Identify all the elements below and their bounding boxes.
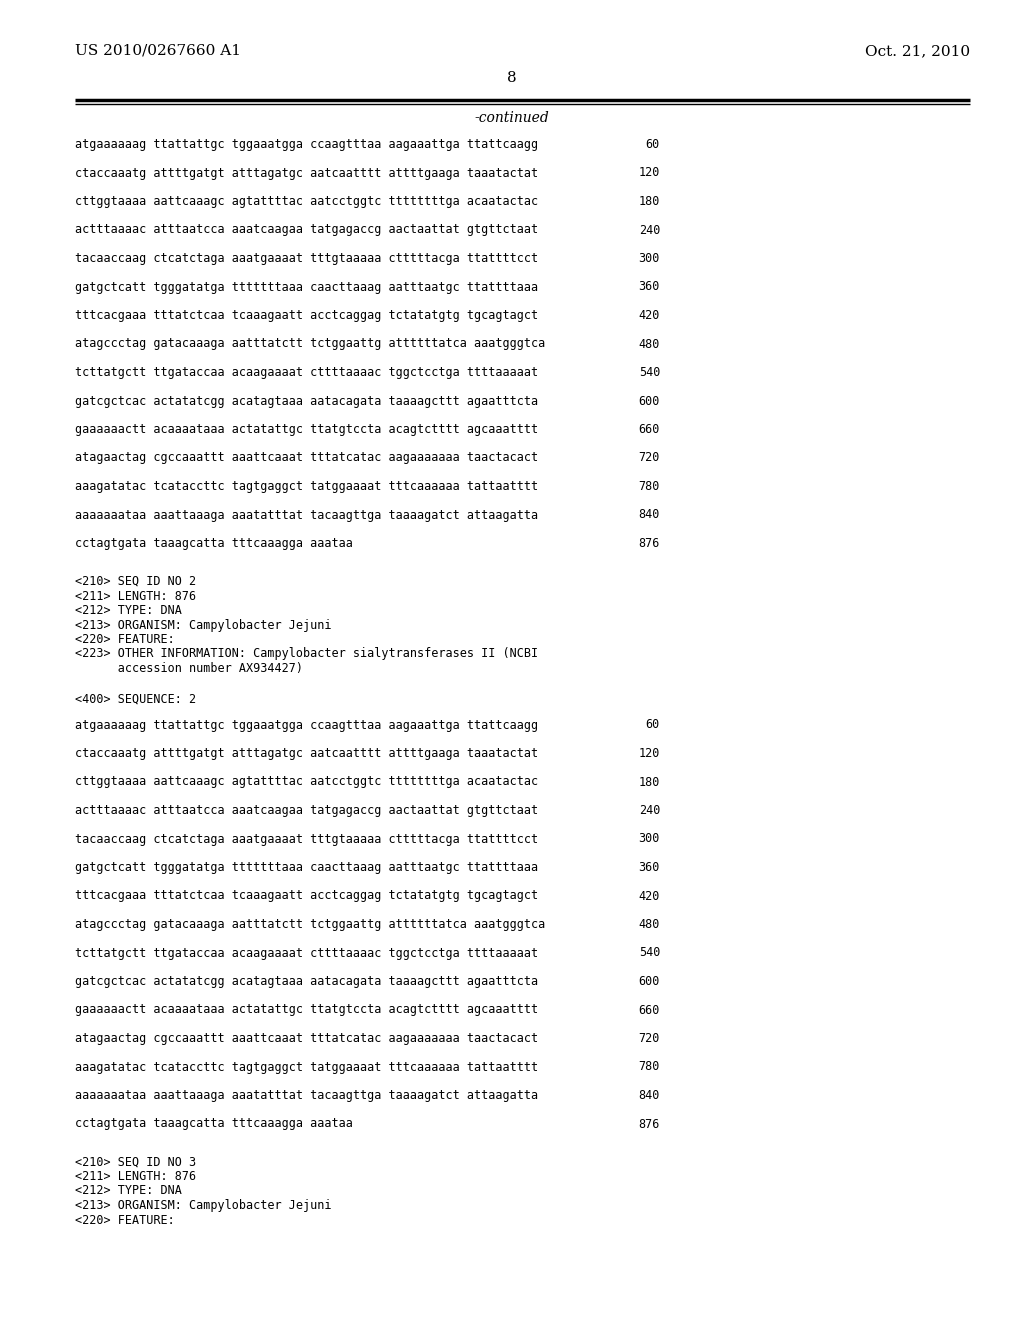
Text: 300: 300 <box>639 833 660 846</box>
Text: tcttatgctt ttgataccaa acaagaaaat cttttaaaac tggctcctga ttttaaaaat: tcttatgctt ttgataccaa acaagaaaat cttttaa… <box>75 366 539 379</box>
Text: Oct. 21, 2010: Oct. 21, 2010 <box>865 44 970 58</box>
Text: gatcgctcac actatatcgg acatagtaaa aatacagata taaaagcttt agaatttcta: gatcgctcac actatatcgg acatagtaaa aatacag… <box>75 975 539 987</box>
Text: aaagatatac tcataccttc tagtgaggct tatggaaaat tttcaaaaaa tattaatttt: aaagatatac tcataccttc tagtgaggct tatggaa… <box>75 480 539 492</box>
Text: cttggtaaaa aattcaaagc agtattttac aatcctggtc ttttttttga acaatactac: cttggtaaaa aattcaaagc agtattttac aatcctg… <box>75 776 539 788</box>
Text: 660: 660 <box>639 422 660 436</box>
Text: <211> LENGTH: 876: <211> LENGTH: 876 <box>75 1170 197 1183</box>
Text: tacaaccaag ctcatctaga aaatgaaaat tttgtaaaaa ctttttacga ttattttcct: tacaaccaag ctcatctaga aaatgaaaat tttgtaa… <box>75 252 539 265</box>
Text: 120: 120 <box>639 747 660 760</box>
Text: 420: 420 <box>639 309 660 322</box>
Text: <212> TYPE: DNA: <212> TYPE: DNA <box>75 605 182 616</box>
Text: atagccctag gatacaaaga aatttatctt tctggaattg attttttatca aaatgggtca: atagccctag gatacaaaga aatttatctt tctggaa… <box>75 917 545 931</box>
Text: 360: 360 <box>639 861 660 874</box>
Text: atagaactag cgccaaattt aaattcaaat tttatcatac aagaaaaaaa taactacact: atagaactag cgccaaattt aaattcaaat tttatca… <box>75 1032 539 1045</box>
Text: 240: 240 <box>639 223 660 236</box>
Text: 540: 540 <box>639 946 660 960</box>
Text: aaaaaaataa aaattaaaga aaatatttat tacaagttga taaaagatct attaagatta: aaaaaaataa aaattaaaga aaatatttat tacaagt… <box>75 1089 539 1102</box>
Text: 660: 660 <box>639 1003 660 1016</box>
Text: accession number AX934427): accession number AX934427) <box>75 663 303 675</box>
Text: gatgctcatt tgggatatga tttttttaaa caacttaaag aatttaatgc ttattttaaa: gatgctcatt tgggatatga tttttttaaa caactta… <box>75 281 539 293</box>
Text: <213> ORGANISM: Campylobacter Jejuni: <213> ORGANISM: Campylobacter Jejuni <box>75 1199 332 1212</box>
Text: actttaaaac atttaatcca aaatcaagaa tatgagaccg aactaattat gtgttctaat: actttaaaac atttaatcca aaatcaagaa tatgaga… <box>75 804 539 817</box>
Text: <212> TYPE: DNA: <212> TYPE: DNA <box>75 1184 182 1197</box>
Text: 240: 240 <box>639 804 660 817</box>
Text: 60: 60 <box>646 139 660 150</box>
Text: 876: 876 <box>639 537 660 550</box>
Text: <210> SEQ ID NO 2: <210> SEQ ID NO 2 <box>75 576 197 587</box>
Text: <223> OTHER INFORMATION: Campylobacter sialytransferases II (NCBI: <223> OTHER INFORMATION: Campylobacter s… <box>75 648 539 660</box>
Text: ctaccaaatg attttgatgt atttagatgc aatcaatttt attttgaaga taaatactat: ctaccaaatg attttgatgt atttagatgc aatcaat… <box>75 747 539 760</box>
Text: 360: 360 <box>639 281 660 293</box>
Text: 180: 180 <box>639 195 660 209</box>
Text: atagaactag cgccaaattt aaattcaaat tttatcatac aagaaaaaaa taactacact: atagaactag cgccaaattt aaattcaaat tttatca… <box>75 451 539 465</box>
Text: cctagtgata taaagcatta tttcaaagga aaataa: cctagtgata taaagcatta tttcaaagga aaataa <box>75 1118 353 1130</box>
Text: cctagtgata taaagcatta tttcaaagga aaataa: cctagtgata taaagcatta tttcaaagga aaataa <box>75 537 353 550</box>
Text: <210> SEQ ID NO 3: <210> SEQ ID NO 3 <box>75 1155 197 1168</box>
Text: 120: 120 <box>639 166 660 180</box>
Text: 60: 60 <box>646 718 660 731</box>
Text: gatgctcatt tgggatatga tttttttaaa caacttaaag aatttaatgc ttattttaaa: gatgctcatt tgggatatga tttttttaaa caactta… <box>75 861 539 874</box>
Text: gatcgctcac actatatcgg acatagtaaa aatacagata taaaagcttt agaatttcta: gatcgctcac actatatcgg acatagtaaa aatacag… <box>75 395 539 408</box>
Text: 480: 480 <box>639 338 660 351</box>
Text: atgaaaaaag ttattattgc tggaaatgga ccaagtttaa aagaaattga ttattcaagg: atgaaaaaag ttattattgc tggaaatgga ccaagtt… <box>75 718 539 731</box>
Text: 720: 720 <box>639 1032 660 1045</box>
Text: 600: 600 <box>639 395 660 408</box>
Text: 840: 840 <box>639 1089 660 1102</box>
Text: cttggtaaaa aattcaaagc agtattttac aatcctggtc ttttttttga acaatactac: cttggtaaaa aattcaaagc agtattttac aatcctg… <box>75 195 539 209</box>
Text: 600: 600 <box>639 975 660 987</box>
Text: -continued: -continued <box>475 111 549 125</box>
Text: actttaaaac atttaatcca aaatcaagaa tatgagaccg aactaattat gtgttctaat: actttaaaac atttaatcca aaatcaagaa tatgaga… <box>75 223 539 236</box>
Text: US 2010/0267660 A1: US 2010/0267660 A1 <box>75 44 241 58</box>
Text: tttcacgaaa tttatctcaa tcaaagaatt acctcaggag tctatatgtg tgcagtagct: tttcacgaaa tttatctcaa tcaaagaatt acctcag… <box>75 890 539 903</box>
Text: 780: 780 <box>639 480 660 492</box>
Text: 180: 180 <box>639 776 660 788</box>
Text: 8: 8 <box>507 71 517 84</box>
Text: 420: 420 <box>639 890 660 903</box>
Text: gaaaaaactt acaaaataaa actatattgc ttatgtccta acagtctttt agcaaatttt: gaaaaaactt acaaaataaa actatattgc ttatgtc… <box>75 422 539 436</box>
Text: 300: 300 <box>639 252 660 265</box>
Text: aaagatatac tcataccttc tagtgaggct tatggaaaat tttcaaaaaa tattaatttt: aaagatatac tcataccttc tagtgaggct tatggaa… <box>75 1060 539 1073</box>
Text: tcttatgctt ttgataccaa acaagaaaat cttttaaaac tggctcctga ttttaaaaat: tcttatgctt ttgataccaa acaagaaaat cttttaa… <box>75 946 539 960</box>
Text: 480: 480 <box>639 917 660 931</box>
Text: gaaaaaactt acaaaataaa actatattgc ttatgtccta acagtctttt agcaaatttt: gaaaaaactt acaaaataaa actatattgc ttatgtc… <box>75 1003 539 1016</box>
Text: atgaaaaaag ttattattgc tggaaatgga ccaagtttaa aagaaattga ttattcaagg: atgaaaaaag ttattattgc tggaaatgga ccaagtt… <box>75 139 539 150</box>
Text: <213> ORGANISM: Campylobacter Jejuni: <213> ORGANISM: Campylobacter Jejuni <box>75 619 332 631</box>
Text: 780: 780 <box>639 1060 660 1073</box>
Text: <211> LENGTH: 876: <211> LENGTH: 876 <box>75 590 197 602</box>
Text: <220> FEATURE:: <220> FEATURE: <box>75 634 175 645</box>
Text: 540: 540 <box>639 366 660 379</box>
Text: 840: 840 <box>639 508 660 521</box>
Text: tacaaccaag ctcatctaga aaatgaaaat tttgtaaaaa ctttttacga ttattttcct: tacaaccaag ctcatctaga aaatgaaaat tttgtaa… <box>75 833 539 846</box>
Text: 876: 876 <box>639 1118 660 1130</box>
Text: 720: 720 <box>639 451 660 465</box>
Text: <400> SEQUENCE: 2: <400> SEQUENCE: 2 <box>75 693 197 705</box>
Text: atagccctag gatacaaaga aatttatctt tctggaattg attttttatca aaatgggtca: atagccctag gatacaaaga aatttatctt tctggaa… <box>75 338 545 351</box>
Text: aaaaaaataa aaattaaaga aaatatttat tacaagttga taaaagatct attaagatta: aaaaaaataa aaattaaaga aaatatttat tacaagt… <box>75 508 539 521</box>
Text: tttcacgaaa tttatctcaa tcaaagaatt acctcaggag tctatatgtg tgcagtagct: tttcacgaaa tttatctcaa tcaaagaatt acctcag… <box>75 309 539 322</box>
Text: <220> FEATURE:: <220> FEATURE: <box>75 1213 175 1226</box>
Text: ctaccaaatg attttgatgt atttagatgc aatcaatttt attttgaaga taaatactat: ctaccaaatg attttgatgt atttagatgc aatcaat… <box>75 166 539 180</box>
